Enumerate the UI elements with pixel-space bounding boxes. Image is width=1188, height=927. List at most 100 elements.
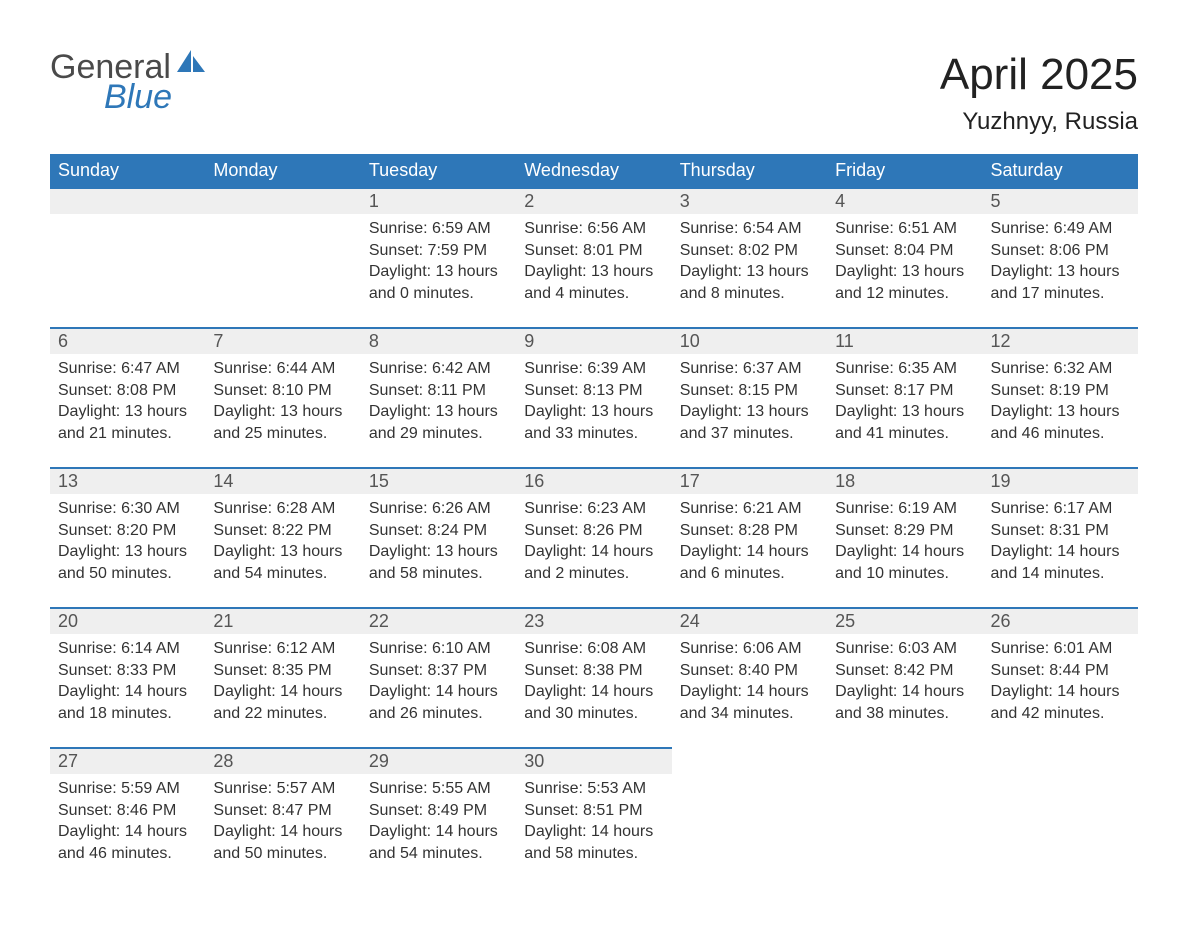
day-number: 1 (361, 187, 516, 214)
sunrise-text: Sunrise: 6:03 AM (835, 638, 974, 660)
sunset-text: Sunset: 8:44 PM (991, 660, 1130, 682)
calendar-day-cell (672, 747, 827, 887)
day-number: 8 (361, 327, 516, 354)
calendar-week-row: 20Sunrise: 6:14 AMSunset: 8:33 PMDayligh… (50, 607, 1138, 747)
sunrise-text: Sunrise: 6:54 AM (680, 218, 819, 240)
daylight-text: Daylight: 14 hours and 46 minutes. (58, 821, 197, 864)
day-number: 26 (983, 607, 1138, 634)
sunrise-text: Sunrise: 6:49 AM (991, 218, 1130, 240)
day-number: 23 (516, 607, 671, 634)
day-details: Sunrise: 6:28 AMSunset: 8:22 PMDaylight:… (205, 494, 360, 594)
sunrise-text: Sunrise: 6:39 AM (524, 358, 663, 380)
sunrise-text: Sunrise: 6:14 AM (58, 638, 197, 660)
sunset-text: Sunset: 8:47 PM (213, 800, 352, 822)
day-details: Sunrise: 6:08 AMSunset: 8:38 PMDaylight:… (516, 634, 671, 734)
day-number: 9 (516, 327, 671, 354)
calendar-week-row: 1Sunrise: 6:59 AMSunset: 7:59 PMDaylight… (50, 187, 1138, 327)
calendar-day-cell: 24Sunrise: 6:06 AMSunset: 8:40 PMDayligh… (672, 607, 827, 747)
day-number: 16 (516, 467, 671, 494)
day-details: Sunrise: 5:59 AMSunset: 8:46 PMDaylight:… (50, 774, 205, 874)
daylight-text: Daylight: 13 hours and 25 minutes. (213, 401, 352, 444)
day-details: Sunrise: 6:12 AMSunset: 8:35 PMDaylight:… (205, 634, 360, 734)
day-details: Sunrise: 6:35 AMSunset: 8:17 PMDaylight:… (827, 354, 982, 454)
day-number: 27 (50, 747, 205, 774)
daylight-text: Daylight: 13 hours and 29 minutes. (369, 401, 508, 444)
day-details: Sunrise: 5:53 AMSunset: 8:51 PMDaylight:… (516, 774, 671, 874)
day-number: 28 (205, 747, 360, 774)
calendar-day-cell: 26Sunrise: 6:01 AMSunset: 8:44 PMDayligh… (983, 607, 1138, 747)
calendar-day-cell: 10Sunrise: 6:37 AMSunset: 8:15 PMDayligh… (672, 327, 827, 467)
daylight-text: Daylight: 14 hours and 6 minutes. (680, 541, 819, 584)
day-details: Sunrise: 6:21 AMSunset: 8:28 PMDaylight:… (672, 494, 827, 594)
day-details: Sunrise: 6:42 AMSunset: 8:11 PMDaylight:… (361, 354, 516, 454)
calendar-day-cell: 22Sunrise: 6:10 AMSunset: 8:37 PMDayligh… (361, 607, 516, 747)
weekday-header: Tuesday (361, 154, 516, 187)
weekday-header: Friday (827, 154, 982, 187)
daylight-text: Daylight: 13 hours and 33 minutes. (524, 401, 663, 444)
sunset-text: Sunset: 8:20 PM (58, 520, 197, 542)
calendar-day-cell (827, 747, 982, 887)
calendar-day-cell (50, 187, 205, 327)
sunrise-text: Sunrise: 6:26 AM (369, 498, 508, 520)
daylight-text: Daylight: 14 hours and 42 minutes. (991, 681, 1130, 724)
daylight-text: Daylight: 13 hours and 8 minutes. (680, 261, 819, 304)
day-number: 15 (361, 467, 516, 494)
sunrise-text: Sunrise: 6:21 AM (680, 498, 819, 520)
day-number: 25 (827, 607, 982, 634)
sunrise-text: Sunrise: 5:53 AM (524, 778, 663, 800)
calendar-day-cell: 23Sunrise: 6:08 AMSunset: 8:38 PMDayligh… (516, 607, 671, 747)
day-details: Sunrise: 6:56 AMSunset: 8:01 PMDaylight:… (516, 214, 671, 314)
calendar-day-cell: 7 Sunrise: 6:44 AMSunset: 8:10 PMDaylight… (205, 327, 360, 467)
sunrise-text: Sunrise: 6:42 AM (369, 358, 508, 380)
calendar-day-cell: 5Sunrise: 6:49 AMSunset: 8:06 PMDaylight… (983, 187, 1138, 327)
day-details: Sunrise: 6:06 AMSunset: 8:40 PMDaylight:… (672, 634, 827, 734)
sunset-text: Sunset: 8:38 PM (524, 660, 663, 682)
day-details: Sunrise: 6:30 AMSunset: 8:20 PMDaylight:… (50, 494, 205, 594)
calendar-day-cell: 8Sunrise: 6:42 AMSunset: 8:11 PMDaylight… (361, 327, 516, 467)
calendar-page: General Blue April 2025 Yuzhnyy, Russia … (0, 0, 1188, 927)
daylight-text: Daylight: 14 hours and 2 minutes. (524, 541, 663, 584)
sunset-text: Sunset: 8:04 PM (835, 240, 974, 262)
daylight-text: Daylight: 14 hours and 34 minutes. (680, 681, 819, 724)
sunset-text: Sunset: 8:26 PM (524, 520, 663, 542)
day-number: 7 (205, 327, 360, 354)
day-number: 4 (827, 187, 982, 214)
calendar-day-cell: 27Sunrise: 5:59 AMSunset: 8:46 PMDayligh… (50, 747, 205, 887)
daylight-text: Daylight: 14 hours and 38 minutes. (835, 681, 974, 724)
day-details: Sunrise: 6:01 AMSunset: 8:44 PMDaylight:… (983, 634, 1138, 734)
calendar-day-cell: 3Sunrise: 6:54 AMSunset: 8:02 PMDaylight… (672, 187, 827, 327)
sunrise-text: Sunrise: 6:12 AM (213, 638, 352, 660)
sunrise-text: Sunrise: 6:08 AM (524, 638, 663, 660)
calendar-day-cell (205, 187, 360, 327)
day-number: 13 (50, 467, 205, 494)
calendar-day-cell: 17Sunrise: 6:21 AMSunset: 8:28 PMDayligh… (672, 467, 827, 607)
daylight-text: Daylight: 14 hours and 50 minutes. (213, 821, 352, 864)
calendar-day-cell: 18Sunrise: 6:19 AMSunset: 8:29 PMDayligh… (827, 467, 982, 607)
daylight-text: Daylight: 14 hours and 22 minutes. (213, 681, 352, 724)
sunrise-text: Sunrise: 6:44 AM (213, 358, 352, 380)
day-number: 3 (672, 187, 827, 214)
day-details: Sunrise: 6:19 AMSunset: 8:29 PMDaylight:… (827, 494, 982, 594)
sunset-text: Sunset: 8:17 PM (835, 380, 974, 402)
sunrise-text: Sunrise: 6:47 AM (58, 358, 197, 380)
daylight-text: Daylight: 13 hours and 41 minutes. (835, 401, 974, 444)
day-number: 17 (672, 467, 827, 494)
calendar-week-row: 13Sunrise: 6:30 AMSunset: 8:20 PMDayligh… (50, 467, 1138, 607)
day-number: 20 (50, 607, 205, 634)
daylight-text: Daylight: 13 hours and 12 minutes. (835, 261, 974, 304)
day-number: 29 (361, 747, 516, 774)
sunrise-text: Sunrise: 6:37 AM (680, 358, 819, 380)
sunrise-text: Sunrise: 6:30 AM (58, 498, 197, 520)
day-number: 22 (361, 607, 516, 634)
calendar-day-cell: 13Sunrise: 6:30 AMSunset: 8:20 PMDayligh… (50, 467, 205, 607)
daylight-text: Daylight: 14 hours and 18 minutes. (58, 681, 197, 724)
weekday-header: Sunday (50, 154, 205, 187)
sunset-text: Sunset: 7:59 PM (369, 240, 508, 262)
sunset-text: Sunset: 8:10 PM (213, 380, 352, 402)
calendar-day-cell: 30Sunrise: 5:53 AMSunset: 8:51 PMDayligh… (516, 747, 671, 887)
daylight-text: Daylight: 13 hours and 37 minutes. (680, 401, 819, 444)
sunset-text: Sunset: 8:13 PM (524, 380, 663, 402)
sunrise-text: Sunrise: 5:59 AM (58, 778, 197, 800)
daylight-text: Daylight: 14 hours and 14 minutes. (991, 541, 1130, 584)
calendar-day-cell: 14Sunrise: 6:28 AMSunset: 8:22 PMDayligh… (205, 467, 360, 607)
